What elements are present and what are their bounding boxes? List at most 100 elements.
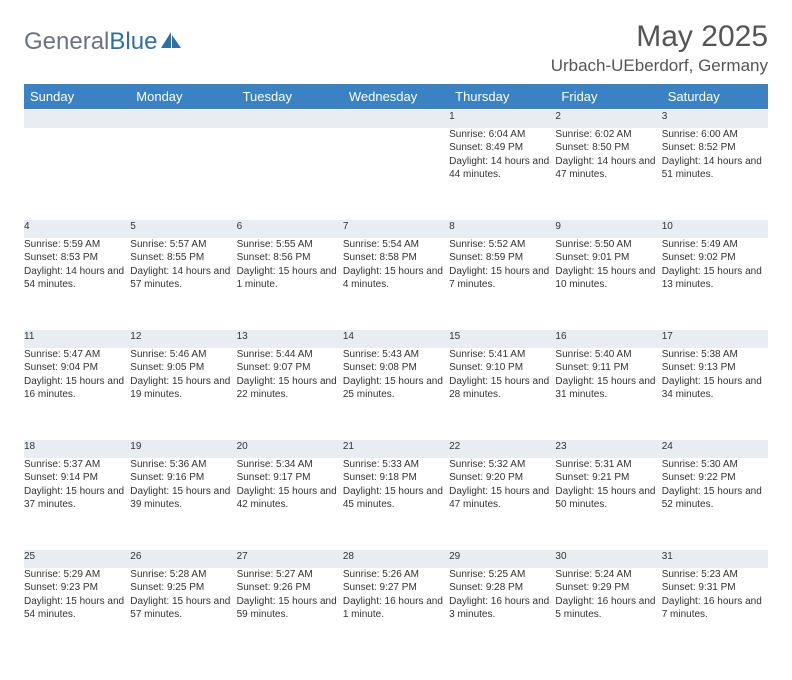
- day-number-cell: 18: [24, 440, 130, 458]
- day-number-cell: 8: [449, 220, 555, 238]
- day-number: 5: [130, 220, 236, 234]
- daylight-text: Daylight: 15 hours and 39 minutes.: [130, 485, 236, 512]
- day-detail-cell: Sunrise: 5:29 AMSunset: 9:23 PMDaylight:…: [24, 568, 130, 660]
- sunset-text: Sunset: 9:18 PM: [343, 471, 449, 485]
- weekday-header: Monday: [130, 84, 236, 110]
- daylight-text: Daylight: 15 hours and 1 minute.: [237, 265, 343, 292]
- daylight-text: Daylight: 15 hours and 42 minutes.: [237, 485, 343, 512]
- day-number: 24: [662, 440, 768, 454]
- day-number: 2: [555, 110, 661, 124]
- sunset-text: Sunset: 8:59 PM: [449, 251, 555, 265]
- day-detail-cell: Sunrise: 5:59 AMSunset: 8:53 PMDaylight:…: [24, 238, 130, 330]
- day-detail-cell: Sunrise: 5:40 AMSunset: 9:11 PMDaylight:…: [555, 348, 661, 440]
- day-number-cell: [24, 110, 130, 128]
- day-detail-cell: Sunrise: 5:47 AMSunset: 9:04 PMDaylight:…: [24, 348, 130, 440]
- sunrise-text: Sunrise: 5:44 AM: [237, 348, 343, 362]
- detail-row: Sunrise: 5:47 AMSunset: 9:04 PMDaylight:…: [24, 348, 768, 440]
- sunrise-text: Sunrise: 5:25 AM: [449, 568, 555, 582]
- sunset-text: Sunset: 9:27 PM: [343, 581, 449, 595]
- day-number-cell: 9: [555, 220, 661, 238]
- day-detail-cell: Sunrise: 5:26 AMSunset: 9:27 PMDaylight:…: [343, 568, 449, 660]
- day-detail-cell: Sunrise: 5:44 AMSunset: 9:07 PMDaylight:…: [237, 348, 343, 440]
- day-detail-cell: Sunrise: 5:57 AMSunset: 8:55 PMDaylight:…: [130, 238, 236, 330]
- sunrise-text: Sunrise: 5:31 AM: [555, 458, 661, 472]
- daylight-text: Daylight: 15 hours and 54 minutes.: [24, 595, 130, 622]
- sunrise-text: Sunrise: 5:26 AM: [343, 568, 449, 582]
- detail-row: Sunrise: 5:29 AMSunset: 9:23 PMDaylight:…: [24, 568, 768, 660]
- day-detail-cell: [24, 128, 130, 220]
- sunrise-text: Sunrise: 5:41 AM: [449, 348, 555, 362]
- day-detail-cell: Sunrise: 6:04 AMSunset: 8:49 PMDaylight:…: [449, 128, 555, 220]
- weekday-header: Friday: [555, 84, 661, 110]
- daylight-text: Daylight: 15 hours and 31 minutes.: [555, 375, 661, 402]
- daylight-text: Daylight: 15 hours and 50 minutes.: [555, 485, 661, 512]
- daylight-text: Daylight: 15 hours and 57 minutes.: [130, 595, 236, 622]
- sail-icon: [161, 32, 183, 55]
- sunset-text: Sunset: 9:28 PM: [449, 581, 555, 595]
- weekday-header: Saturday: [662, 84, 768, 110]
- day-detail-cell: Sunrise: 5:24 AMSunset: 9:29 PMDaylight:…: [555, 568, 661, 660]
- day-number-cell: 21: [343, 440, 449, 458]
- sunset-text: Sunset: 8:55 PM: [130, 251, 236, 265]
- day-number: 30: [555, 550, 661, 564]
- detail-row: Sunrise: 5:59 AMSunset: 8:53 PMDaylight:…: [24, 238, 768, 330]
- daylight-text: Daylight: 14 hours and 54 minutes.: [24, 265, 130, 292]
- header: GeneralBlue May 2025 Urbach-UEberdorf, G…: [24, 20, 768, 76]
- day-detail-cell: Sunrise: 5:43 AMSunset: 9:08 PMDaylight:…: [343, 348, 449, 440]
- month-title: May 2025: [551, 20, 768, 54]
- sunrise-text: Sunrise: 5:57 AM: [130, 238, 236, 252]
- day-number: 20: [237, 440, 343, 454]
- day-detail-cell: [237, 128, 343, 220]
- sunset-text: Sunset: 9:11 PM: [555, 361, 661, 375]
- daylight-text: Daylight: 15 hours and 25 minutes.: [343, 375, 449, 402]
- daylight-text: Daylight: 14 hours and 47 minutes.: [555, 155, 661, 182]
- day-number-cell: 15: [449, 330, 555, 348]
- daylight-text: Daylight: 15 hours and 13 minutes.: [662, 265, 768, 292]
- day-detail-cell: Sunrise: 5:46 AMSunset: 9:05 PMDaylight:…: [130, 348, 236, 440]
- sunrise-text: Sunrise: 5:34 AM: [237, 458, 343, 472]
- sunrise-text: Sunrise: 5:54 AM: [343, 238, 449, 252]
- sunset-text: Sunset: 9:17 PM: [237, 471, 343, 485]
- day-number: 21: [343, 440, 449, 454]
- sunset-text: Sunset: 9:22 PM: [662, 471, 768, 485]
- sunrise-text: Sunrise: 5:27 AM: [237, 568, 343, 582]
- weekday-header-row: SundayMondayTuesdayWednesdayThursdayFrid…: [24, 84, 768, 110]
- day-number-cell: 22: [449, 440, 555, 458]
- day-number: 27: [237, 550, 343, 564]
- daylight-text: Daylight: 15 hours and 52 minutes.: [662, 485, 768, 512]
- day-number-cell: 1: [449, 110, 555, 128]
- logo-word-1: General: [24, 28, 109, 55]
- sunset-text: Sunset: 9:16 PM: [130, 471, 236, 485]
- logo-word-2: Blue: [109, 28, 157, 55]
- daynum-row: 25262728293031: [24, 550, 768, 568]
- sunrise-text: Sunrise: 6:02 AM: [555, 128, 661, 142]
- day-number-cell: 19: [130, 440, 236, 458]
- sunset-text: Sunset: 8:50 PM: [555, 141, 661, 155]
- day-number: 12: [130, 330, 236, 344]
- day-detail-cell: Sunrise: 5:38 AMSunset: 9:13 PMDaylight:…: [662, 348, 768, 440]
- day-number: 3: [662, 110, 768, 124]
- logo-text: GeneralBlue: [24, 28, 157, 56]
- day-number: 11: [24, 330, 130, 344]
- sunrise-text: Sunrise: 5:47 AM: [24, 348, 130, 362]
- day-detail-cell: Sunrise: 5:37 AMSunset: 9:14 PMDaylight:…: [24, 458, 130, 550]
- sunset-text: Sunset: 9:26 PM: [237, 581, 343, 595]
- daylight-text: Daylight: 16 hours and 7 minutes.: [662, 595, 768, 622]
- day-detail-cell: [130, 128, 236, 220]
- sunrise-text: Sunrise: 5:29 AM: [24, 568, 130, 582]
- day-detail-cell: Sunrise: 5:49 AMSunset: 9:02 PMDaylight:…: [662, 238, 768, 330]
- day-detail-cell: Sunrise: 5:36 AMSunset: 9:16 PMDaylight:…: [130, 458, 236, 550]
- day-number: 23: [555, 440, 661, 454]
- daylight-text: Daylight: 15 hours and 16 minutes.: [24, 375, 130, 402]
- daylight-text: Daylight: 15 hours and 19 minutes.: [130, 375, 236, 402]
- sunrise-text: Sunrise: 5:55 AM: [237, 238, 343, 252]
- day-detail-cell: Sunrise: 5:27 AMSunset: 9:26 PMDaylight:…: [237, 568, 343, 660]
- sunset-text: Sunset: 9:29 PM: [555, 581, 661, 595]
- day-number-cell: 25: [24, 550, 130, 568]
- sunset-text: Sunset: 9:08 PM: [343, 361, 449, 375]
- day-number-cell: 31: [662, 550, 768, 568]
- daylight-text: Daylight: 14 hours and 51 minutes.: [662, 155, 768, 182]
- day-detail-cell: Sunrise: 5:34 AMSunset: 9:17 PMDaylight:…: [237, 458, 343, 550]
- daylight-text: Daylight: 15 hours and 28 minutes.: [449, 375, 555, 402]
- daylight-text: Daylight: 14 hours and 57 minutes.: [130, 265, 236, 292]
